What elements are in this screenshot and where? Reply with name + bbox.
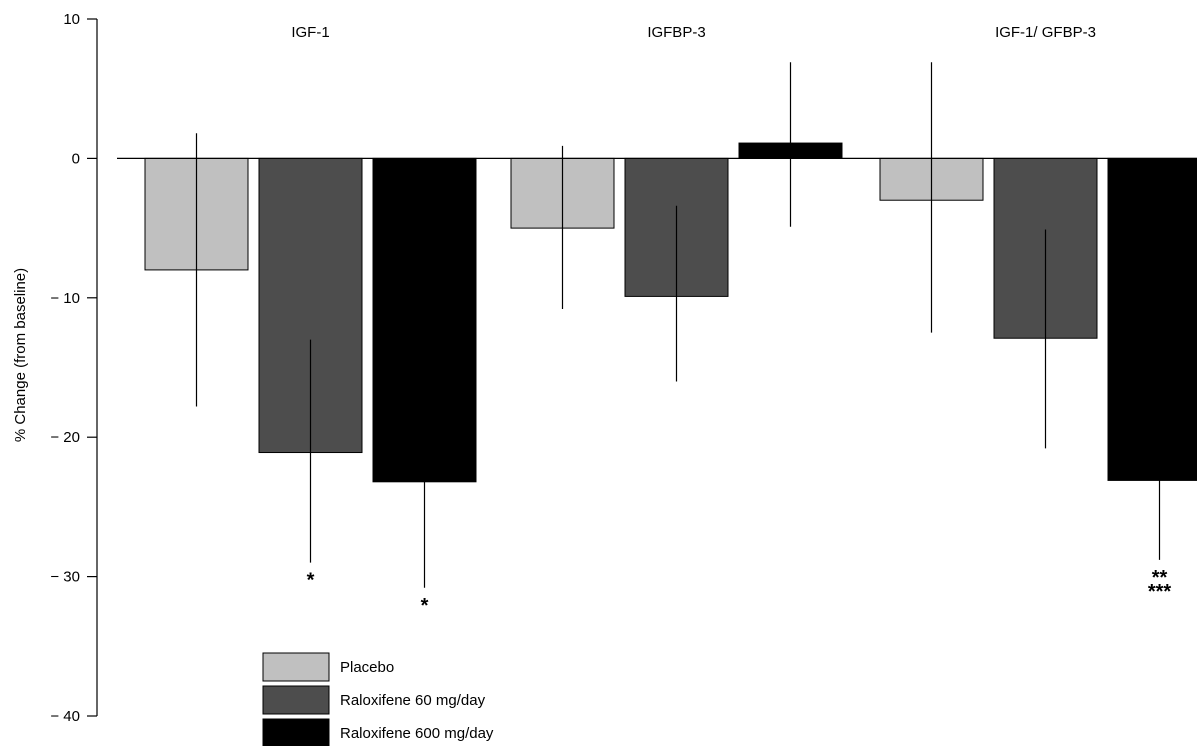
significance-marker: **: [1152, 567, 1168, 589]
category-label: IGF-1: [291, 24, 329, 41]
y-tick-label: − 10: [50, 290, 80, 307]
legend-label: Raloxifene 60 mg/day: [340, 692, 486, 709]
y-tick-label: 10: [63, 11, 80, 28]
significance-marker: ***: [1148, 581, 1172, 603]
significance-marker: *: [307, 570, 315, 592]
y-tick-label: 0: [72, 150, 80, 167]
significance-marker: *: [421, 595, 429, 617]
legend: Placebo Raloxifene 60 mg/day Raloxifene 60…: [262, 652, 494, 746]
y-tick-label: − 20: [50, 429, 80, 446]
category-label: IGFBP-3: [647, 24, 705, 41]
y-axis-label: % Change (from baseline): [12, 268, 29, 442]
y-tick-label: − 30: [50, 569, 80, 586]
bar: [1107, 157, 1197, 481]
bar: [372, 157, 477, 483]
legend-label: Raloxifene 600 mg/day: [340, 725, 494, 742]
legend-label: Placebo: [340, 659, 394, 676]
legend-swatch: [262, 652, 330, 682]
y-tick-label: − 40: [50, 708, 80, 725]
category-label: IGF-1/ GFBP-3: [995, 24, 1096, 41]
legend-swatch: [262, 718, 330, 746]
legend-swatch: [262, 685, 330, 715]
